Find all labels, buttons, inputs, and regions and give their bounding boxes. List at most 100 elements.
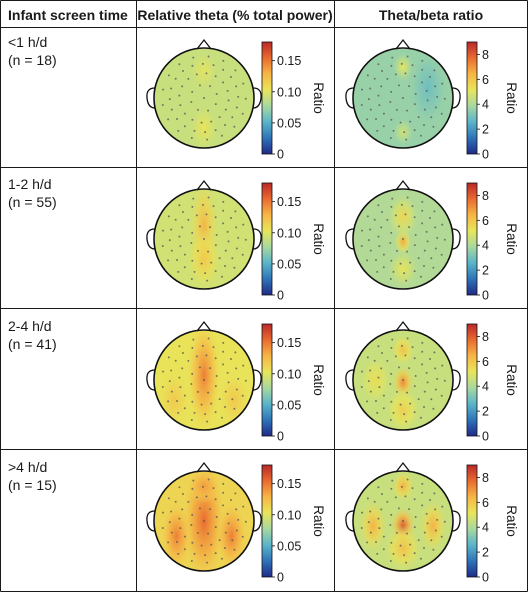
electrode-dot xyxy=(203,97,205,99)
row-label-1-range: <1 h/d xyxy=(8,34,47,50)
colorbar-tick-label: 2 xyxy=(482,546,489,560)
electrode-dot xyxy=(443,379,446,382)
electrode-dot xyxy=(167,400,170,403)
electrode-dot xyxy=(170,390,173,393)
electrode-dot xyxy=(366,400,369,403)
electrode-dot xyxy=(224,531,227,534)
topomap-hotspot xyxy=(189,50,219,91)
electrode-dot xyxy=(226,89,229,92)
electrode-dot xyxy=(204,131,207,134)
colorbar-row-1-ratio: 8 6 4 2 0 Ratio xyxy=(466,41,519,162)
colorbar-title: Ratio xyxy=(311,364,326,396)
electrode-dot xyxy=(386,500,389,503)
left-ear xyxy=(146,369,156,391)
electrode-dot xyxy=(162,511,165,514)
electrode-dot xyxy=(237,518,240,521)
electrode-dot xyxy=(394,214,397,217)
electrode-dot xyxy=(436,236,439,239)
electrode-dot xyxy=(187,359,190,362)
electrode-dot xyxy=(399,262,402,265)
electrode-dot xyxy=(226,230,229,233)
electrode-dot xyxy=(400,485,403,488)
electrode-dot xyxy=(430,398,433,401)
electrode-dot xyxy=(366,215,369,218)
electrode-dot xyxy=(433,351,436,354)
electrode-dot xyxy=(192,197,195,200)
electrode-dot xyxy=(190,277,193,280)
electrode-dot xyxy=(231,257,234,260)
electrode-dot xyxy=(390,541,393,544)
right-ear xyxy=(252,369,262,391)
electrode-dot xyxy=(201,62,204,65)
electrode-dot xyxy=(181,367,184,370)
electrode-dot xyxy=(206,279,209,282)
electrode-dot xyxy=(426,381,429,384)
electrode-dot xyxy=(214,357,217,360)
nose-marker xyxy=(196,320,212,332)
electrode-dot xyxy=(423,390,426,393)
electrode-dot xyxy=(193,411,196,414)
electrode-dot xyxy=(215,92,218,95)
electrode-dot xyxy=(193,270,196,273)
electrode-dot xyxy=(196,531,199,534)
electrode-dot xyxy=(195,73,198,76)
electrode-dot xyxy=(369,249,372,252)
colorbar-frame xyxy=(466,41,478,155)
electrode-dot xyxy=(190,559,193,562)
electrode-dot xyxy=(178,94,181,97)
colorbar-tick-label: 0.15 xyxy=(277,54,301,68)
colorbar-tick-label: 2 xyxy=(482,264,489,278)
electrode-dot xyxy=(373,359,376,362)
left-ear xyxy=(345,510,355,532)
electrode-dot xyxy=(395,390,398,393)
electrode-dot xyxy=(196,390,199,393)
colorbar-tick-label: 2 xyxy=(482,405,489,419)
electrode-dot xyxy=(233,548,236,551)
electrode-dot xyxy=(227,522,230,525)
colorbar-tick-label: 6 xyxy=(482,355,489,369)
electrode-dot xyxy=(432,407,435,410)
electrode-dot xyxy=(406,478,409,481)
electrode-dot xyxy=(422,123,425,126)
electrode-dot xyxy=(433,492,436,495)
electrode-dot xyxy=(237,377,240,380)
head-outline xyxy=(153,470,255,572)
colorbar-tick-label: 0.05 xyxy=(277,116,301,130)
electrode-dot xyxy=(369,390,372,393)
electrode-dot xyxy=(222,81,225,84)
electrode-dot xyxy=(183,548,186,551)
electrode-dot xyxy=(414,233,417,236)
colorbar-frame xyxy=(466,323,478,437)
electrode-dot xyxy=(390,513,393,516)
electrode-dot xyxy=(182,352,185,355)
colorbar-title: Ratio xyxy=(311,82,326,114)
electrode-dot xyxy=(389,383,392,386)
electrode-dot xyxy=(421,341,424,344)
electrode-dot xyxy=(226,512,229,515)
electrode-dot xyxy=(399,544,402,547)
electrode-dot xyxy=(222,68,225,71)
electrode-dot xyxy=(369,228,372,231)
electrode-dot xyxy=(182,211,185,214)
electrode-dot xyxy=(391,56,394,59)
left-ear xyxy=(146,87,156,109)
electrode-dot xyxy=(205,213,208,216)
electrode-dot xyxy=(195,214,198,217)
electrode-dot xyxy=(167,259,170,262)
electrode-dot xyxy=(196,108,199,111)
electrode-dot xyxy=(443,238,446,241)
topomap-row-1-theta xyxy=(146,38,262,149)
electrode-dot xyxy=(170,87,173,90)
electrode-dot xyxy=(222,363,225,366)
electrode-dot xyxy=(361,229,364,232)
electrode-dot xyxy=(406,55,409,58)
electrode-dot xyxy=(162,370,165,373)
electrode-dot xyxy=(167,215,170,218)
electrode-dot xyxy=(394,73,397,76)
electrode-dot xyxy=(423,249,426,252)
electrode-dot xyxy=(425,230,428,233)
colorbar-tick-label: 8 xyxy=(482,330,489,344)
electrode-dot xyxy=(190,242,193,245)
electrode-dot xyxy=(227,240,230,243)
nose-marker xyxy=(196,461,212,473)
